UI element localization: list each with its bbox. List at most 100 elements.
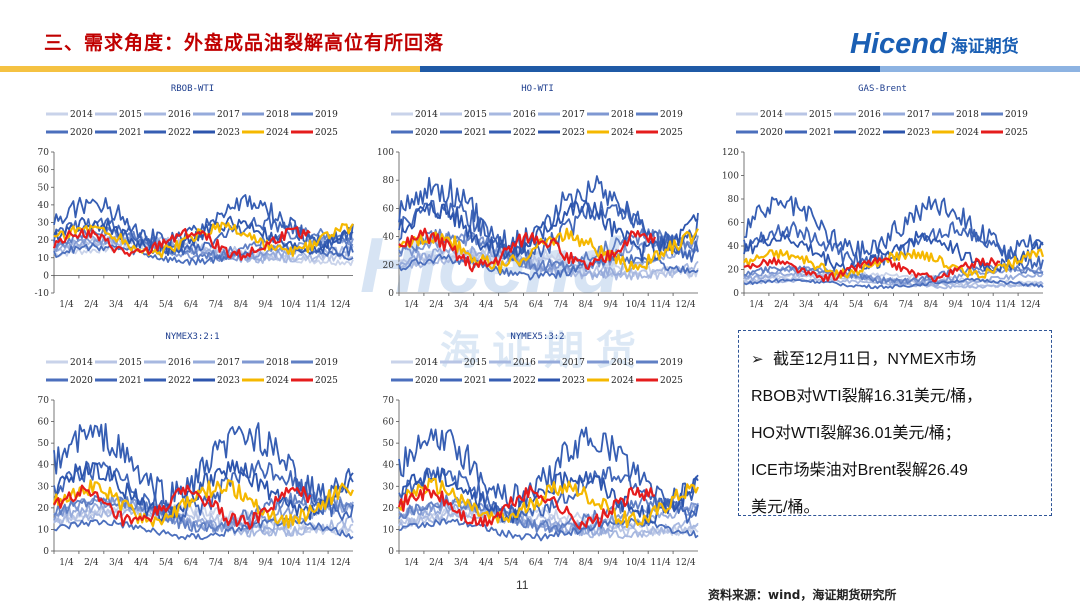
header-band-light [880,66,1080,72]
series-line-2022 [53,194,354,250]
x-tick-label: 10/4 [626,300,646,310]
y-tick-label: 80 [383,176,395,186]
x-tick-label: 5/4 [504,558,519,568]
x-tick-label: 12/4 [675,558,695,568]
y-tick-label: 0 [43,547,49,557]
logo-text-en: Hicend [850,28,947,60]
legend-label: 2016 [168,110,191,120]
x-tick-label: 5/4 [159,558,174,568]
y-tick-label: 0 [388,289,394,299]
y-tick-label: 70 [38,148,50,158]
header-band-gold [0,66,420,72]
legend-label: 2021 [464,376,487,386]
legend-label: 2018 [266,110,289,120]
series-line-2025 [53,484,312,530]
legend-label: 2018 [266,358,289,368]
x-tick-label: 9/4 [949,300,964,310]
y-tick-label: 0 [388,547,394,557]
y-tick-label: 10 [383,525,395,535]
legend-label: 2025 [660,376,683,386]
series-line-2025 [743,256,1001,283]
chart-title: GAS-Brent [858,84,907,94]
x-tick-label: 8/4 [579,300,594,310]
x-tick-label: 11/4 [996,300,1016,310]
x-tick-label: 3/4 [109,558,124,568]
legend-label: 2023 [562,128,585,138]
legend-label: 2019 [660,110,683,120]
legend-label: 2017 [217,110,240,120]
y-tick-label: 0 [733,289,739,299]
series-line-2016 [743,277,1044,290]
x-tick-label: 9/4 [259,300,274,310]
y-tick-label: 20 [728,266,740,276]
x-tick-label: 8/4 [579,558,594,568]
x-tick-label: 3/4 [109,300,124,310]
y-tick-label: 40 [38,201,50,211]
series-line-2024 [398,477,700,529]
y-tick-label: 50 [38,439,50,449]
y-tick-label: 20 [38,504,50,514]
legend-label: 2021 [119,128,142,138]
data-source: 资料来源：wind，海证期货研究所 [708,588,897,602]
legend-label: 2015 [809,110,832,120]
legend-label: 2019 [1005,110,1028,120]
chart-title: NYMEX5:3:2 [510,332,564,342]
series-line-2024 [743,248,1045,279]
legend-label: 2018 [956,110,979,120]
legend-label: 2024 [956,128,979,138]
x-tick-label: 6/4 [529,300,544,310]
legend-label: 2025 [315,376,338,386]
series-line-2016 [53,507,354,538]
legend-label: 2014 [70,110,93,120]
x-tick-label: 7/4 [899,300,914,310]
series-line-2018 [53,494,354,533]
x-tick-label: 1/4 [749,300,764,310]
x-tick-label: 4/4 [134,300,149,310]
note-line: 美元/桶。 [751,499,820,516]
y-tick-label: 40 [383,461,395,471]
x-tick-label: 4/4 [824,300,839,310]
series-line-2022 [398,426,699,510]
chart-ho-wti: HO-WTI 2014 2015 2016 2017 2018 2019 2020 2021 20… [365,80,710,315]
legend-label: 2021 [809,128,832,138]
legend-label: 2017 [217,358,240,368]
legend-label: 2015 [119,358,142,368]
y-tick-label: 30 [38,219,50,229]
x-tick-label: 1/4 [404,558,419,568]
y-tick-label: 20 [383,504,395,514]
y-tick-label: 120 [722,148,739,158]
x-tick-label: 1/4 [59,558,74,568]
legend-label: 2016 [168,358,191,368]
legend-label: 2022 [168,376,191,386]
legend-label: 2024 [611,376,634,386]
legend-label: 2018 [611,358,634,368]
y-tick-label: 60 [383,418,395,428]
x-tick-label: 6/4 [874,300,889,310]
y-tick-label: 50 [38,183,50,193]
y-tick-label: 100 [377,148,394,158]
logo-text-cn: 海证期货 [950,37,1019,57]
x-tick-label: 7/4 [554,300,569,310]
series-line-2022 [743,195,1044,263]
legend-label: 2015 [464,110,487,120]
x-tick-label: 4/4 [479,300,494,310]
x-tick-label: 6/4 [184,300,199,310]
legend-label: 2021 [119,376,142,386]
legend-label: 2018 [611,110,634,120]
series-line-2017 [53,497,354,535]
series-line-2021 [53,459,354,522]
series-line-2014 [53,242,354,267]
legend-label: 2024 [266,128,289,138]
y-tick-label: 70 [38,396,50,406]
legend-label: 2016 [513,358,536,368]
x-tick-label: 10/4 [971,300,991,310]
x-tick-label: 10/4 [281,300,301,310]
legend-label: 2023 [217,376,240,386]
chart-nymex321: NYMEX3:2:1 2014 2015 2016 2017 2018 2019 2020 20… [20,328,365,573]
header-band-blue [420,66,880,72]
x-tick-label: 2/4 [429,558,444,568]
legend-label: 2020 [415,128,438,138]
